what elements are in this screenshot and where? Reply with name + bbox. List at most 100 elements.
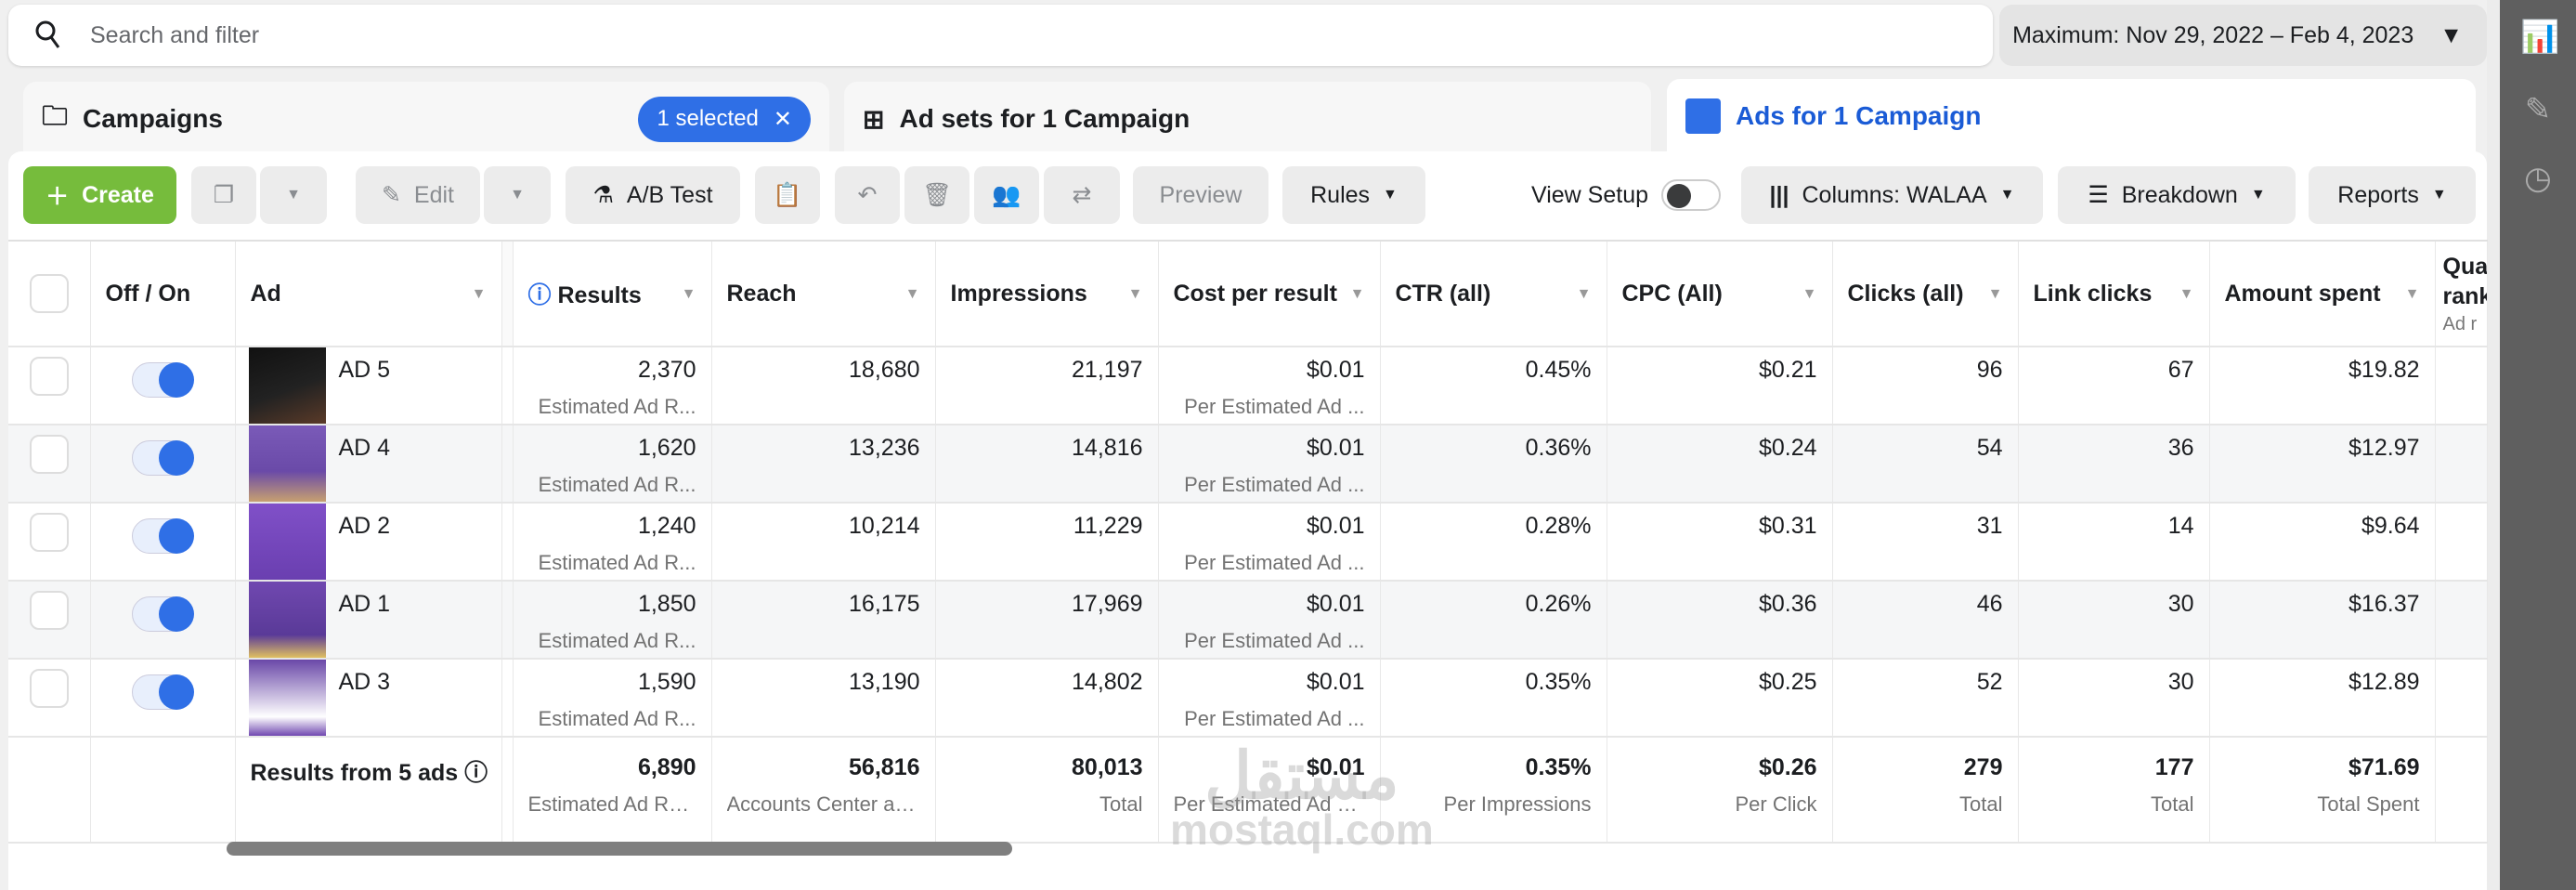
edit-dropdown[interactable]: ▼ bbox=[484, 166, 551, 224]
tab-ad-sets[interactable]: ⊞ Ad sets for 1 Campaign bbox=[844, 82, 1651, 156]
tab-campaigns[interactable]: 🗀 Campaigns 1 selected ✕ bbox=[23, 82, 829, 156]
row-toggle[interactable] bbox=[90, 659, 236, 738]
cell-value: 67 bbox=[2167, 357, 2194, 383]
cell-reach: 18,680 bbox=[711, 347, 936, 425]
col-link-clicks[interactable]: Link clicks ▼ bbox=[2018, 240, 2210, 347]
breakdown-button[interactable]: ☰ Breakdown ▼ bbox=[2058, 166, 2296, 224]
row-checkbox[interactable] bbox=[8, 659, 91, 738]
cell-ctr: 0.26% bbox=[1380, 581, 1607, 660]
col-cpc[interactable]: CPC (All) ▼ bbox=[1607, 240, 1833, 347]
cell-value: $12.97 bbox=[2348, 435, 2420, 461]
col-results[interactable]: ⓘ Results ▼ bbox=[513, 240, 712, 347]
col-off-on[interactable]: Off / On bbox=[90, 240, 236, 347]
rules-button[interactable]: Rules ▼ bbox=[1282, 166, 1425, 224]
clipboard-button[interactable]: 📋 bbox=[755, 166, 820, 224]
caret-down-icon: ▼ bbox=[2250, 187, 2266, 203]
row-toggle[interactable] bbox=[90, 503, 236, 582]
caret-down-icon: ▼ bbox=[1383, 187, 1398, 203]
create-button[interactable]: ＋ Create bbox=[23, 166, 176, 224]
table-row[interactable]: AD 3 1,590 Estimated Ad R... 13,190 14,802 $… bbox=[8, 659, 2488, 738]
caret-down-icon: ▼ bbox=[1349, 286, 1365, 302]
pencil-icon[interactable]: ✎ bbox=[2524, 92, 2552, 127]
columns-icon: ||| bbox=[1769, 181, 1789, 208]
undo-button[interactable]: ↶ bbox=[835, 166, 900, 224]
select-all-checkbox[interactable] bbox=[8, 240, 91, 347]
row-checkbox[interactable] bbox=[8, 425, 91, 504]
col-impressions[interactable]: Impressions ▼ bbox=[935, 240, 1159, 347]
table-row[interactable]: AD 5 2,370 Estimated Ad R... 18,680 21,197 $… bbox=[8, 347, 2488, 425]
col-label: Cost per result bbox=[1173, 280, 1337, 307]
tab-ads[interactable]: Ads for 1 Campaign bbox=[1667, 79, 2476, 153]
export-button[interactable]: ⇄ bbox=[1044, 166, 1120, 224]
total-sub: Total Spent bbox=[2317, 792, 2420, 816]
plus-icon: ＋ bbox=[46, 184, 70, 210]
ad-name-cell[interactable]: AD 4 bbox=[235, 425, 502, 504]
edit-button[interactable]: ✎ Edit bbox=[356, 166, 480, 224]
columns-button[interactable]: ||| Columns: WALAA ▼ bbox=[1741, 166, 2043, 224]
cell-results: 1,620 Estimated Ad R... bbox=[513, 425, 712, 504]
duplicate-button[interactable]: ❐ bbox=[191, 166, 256, 224]
col-ad[interactable]: Ad ▼ bbox=[235, 240, 502, 347]
row-toggle[interactable] bbox=[90, 425, 236, 504]
cell-spent: $9.64 bbox=[2209, 503, 2436, 582]
total-value: 177 bbox=[2154, 754, 2194, 780]
table-row[interactable]: AD 4 1,620 Estimated Ad R... 13,236 14,816 $… bbox=[8, 425, 2488, 504]
preview-button[interactable]: Preview bbox=[1133, 166, 1268, 224]
info-icon[interactable]: ⓘ bbox=[464, 760, 488, 786]
col-ctr[interactable]: CTR (all) ▼ bbox=[1380, 240, 1607, 347]
search-input[interactable]: Search and filter bbox=[8, 5, 1993, 66]
cell-sub: Per Estimated Ad ... bbox=[1184, 551, 1365, 574]
view-setup-toggle[interactable]: View Setup bbox=[1523, 166, 1729, 224]
rules-label: Rules bbox=[1310, 181, 1371, 208]
table-row[interactable]: AD 1 1,850 Estimated Ad R... 16,175 17,969 $… bbox=[8, 581, 2488, 660]
ad-name-cell[interactable]: AD 5 bbox=[235, 347, 502, 425]
row-toggle[interactable] bbox=[90, 581, 236, 660]
col-reach[interactable]: Reach ▼ bbox=[711, 240, 936, 347]
col-label: Link clicks bbox=[2033, 280, 2153, 307]
ad-name-cell[interactable]: AD 1 bbox=[235, 581, 502, 660]
date-range-button[interactable]: Maximum: Nov 29, 2022 – Feb 4, 2023 ▼ bbox=[1999, 5, 2487, 66]
caret-down-icon: ▼ bbox=[510, 187, 525, 203]
col-quality-ranking[interactable]: Quality ranking Ad r bbox=[2435, 240, 2488, 347]
delete-button[interactable]: 🗑 bbox=[904, 166, 969, 224]
total-cpr: $0.01 Per Estimated Ad Re... bbox=[1158, 737, 1381, 844]
reports-button[interactable]: Reports ▼ bbox=[2309, 166, 2476, 224]
duplicate-icon: ❐ bbox=[213, 182, 235, 208]
column-resizer[interactable] bbox=[501, 240, 514, 347]
horizontal-scrollbar[interactable] bbox=[227, 842, 1012, 856]
cell-cpr: $0.01 Per Estimated Ad ... bbox=[1158, 347, 1381, 425]
toggle-switch[interactable] bbox=[1661, 179, 1721, 211]
col-cost-per-result[interactable]: Cost per result ▼ bbox=[1158, 240, 1381, 347]
col-clicks[interactable]: Clicks (all) ▼ bbox=[1832, 240, 2019, 347]
caret-down-icon: ▼ bbox=[2179, 286, 2194, 302]
chart-icon[interactable]: 📊 bbox=[2520, 20, 2560, 55]
spacer bbox=[501, 503, 514, 582]
row-checkbox[interactable] bbox=[8, 503, 91, 582]
cell-link: 30 bbox=[2018, 581, 2210, 660]
close-icon[interactable]: ✕ bbox=[773, 106, 792, 132]
row-checkbox[interactable] bbox=[8, 347, 91, 425]
col-label: Quality ranking bbox=[2442, 253, 2487, 310]
total-value: 56,816 bbox=[849, 754, 920, 780]
ad-name-cell[interactable]: AD 3 bbox=[235, 659, 502, 738]
total-sub: Total bbox=[1959, 792, 2003, 816]
cell-quality bbox=[2435, 347, 2488, 425]
cell-spent: $16.37 bbox=[2209, 581, 2436, 660]
row-toggle[interactable] bbox=[90, 347, 236, 425]
date-range-label: Maximum: Nov 29, 2022 – Feb 4, 2023 bbox=[2012, 21, 2414, 48]
audience-button[interactable]: 👥 bbox=[974, 166, 1039, 224]
ad-thumbnail bbox=[248, 347, 326, 423]
ad-name-cell[interactable]: AD 2 bbox=[235, 503, 502, 582]
cell-value: 14 bbox=[2167, 513, 2194, 539]
total-value: $0.26 bbox=[1758, 754, 1817, 780]
clock-icon[interactable]: ◷ bbox=[2524, 161, 2552, 196]
cell-quality bbox=[2435, 659, 2488, 738]
col-amount-spent[interactable]: Amount spent ▼ bbox=[2209, 240, 2436, 347]
total-clicks: 279 Total bbox=[1832, 737, 2019, 844]
cell-cpc: $0.24 bbox=[1607, 425, 1833, 504]
ab-test-button[interactable]: ⚗ A/B Test bbox=[566, 166, 740, 224]
duplicate-dropdown[interactable]: ▼ bbox=[260, 166, 327, 224]
row-checkbox[interactable] bbox=[8, 581, 91, 660]
selected-badge[interactable]: 1 selected ✕ bbox=[638, 96, 811, 142]
table-row[interactable]: AD 2 1,240 Estimated Ad R... 10,214 11,229 $… bbox=[8, 503, 2488, 582]
